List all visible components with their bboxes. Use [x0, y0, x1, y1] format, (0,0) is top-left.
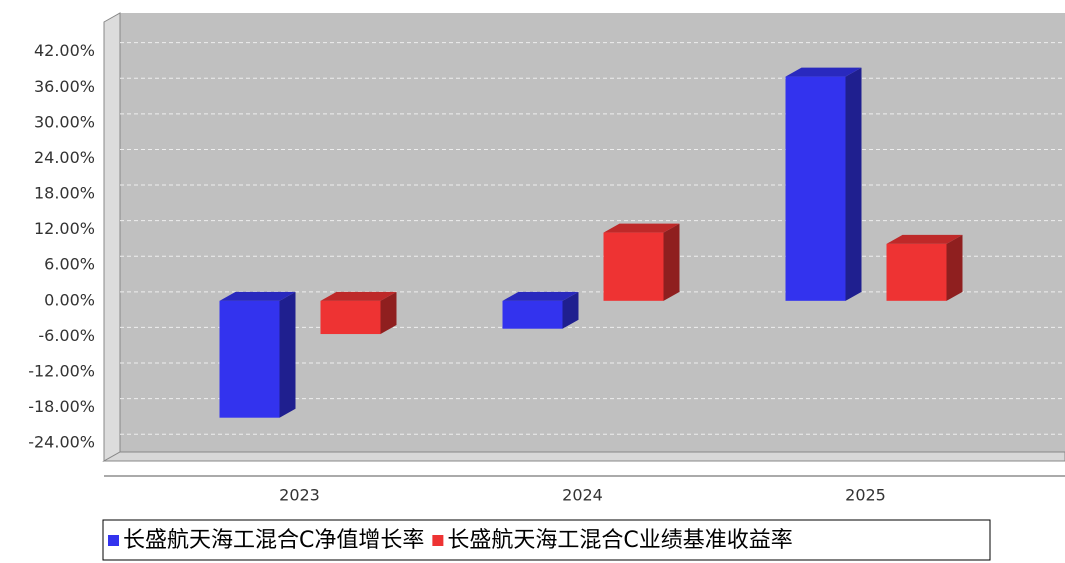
bar — [603, 223, 680, 301]
bar — [219, 291, 296, 418]
bar — [785, 67, 862, 301]
legend-swatch — [432, 535, 444, 546]
legend-box — [102, 519, 991, 561]
bar — [320, 291, 397, 335]
bar-side — [380, 291, 397, 335]
bar-top — [502, 291, 579, 301]
bar — [886, 234, 963, 301]
legend-swatch — [108, 535, 119, 546]
y-tick-label: 0.00% — [44, 290, 95, 309]
y-tick-label: 42.00% — [34, 41, 95, 60]
y-tick-label: -18.00% — [28, 397, 95, 416]
left-wall — [103, 12, 121, 462]
bar-side — [279, 291, 296, 418]
y-tick-label: 6.00% — [44, 255, 95, 274]
bar-top — [603, 223, 680, 233]
y-tick-label: 24.00% — [34, 148, 95, 167]
y-tick-label: -12.00% — [28, 362, 95, 381]
bar-top — [886, 234, 963, 244]
bar-top — [320, 291, 397, 301]
y-tick-label: -24.00% — [28, 433, 95, 452]
bar-side — [845, 67, 862, 301]
bar-front — [502, 300, 563, 329]
y-tick-label: 18.00% — [34, 184, 95, 203]
y-tick-label: -6.00% — [38, 326, 95, 345]
bar-side — [663, 223, 680, 301]
y-tick-label: 30.00% — [34, 112, 95, 131]
y-tick-label: 12.00% — [34, 219, 95, 238]
bar-top — [785, 67, 862, 77]
bar-front — [886, 243, 947, 301]
floor — [102, 451, 1065, 462]
bar-front — [603, 232, 664, 301]
bar-top — [219, 291, 296, 301]
bar-side — [946, 234, 963, 301]
bar — [502, 291, 579, 329]
bar-front — [219, 300, 280, 418]
x-tick-label: 2025 — [845, 486, 886, 505]
x-tick-label: 2024 — [562, 486, 603, 505]
legend-label: 长盛航天海工混合C业绩基准收益率 — [447, 528, 792, 553]
y-tick-label: 36.00% — [34, 77, 95, 96]
legend-label: 长盛航天海工混合C净值增长率 — [123, 528, 424, 553]
x-tick-label: 2023 — [279, 486, 320, 505]
bar-side — [562, 291, 579, 329]
bar-front — [320, 300, 381, 335]
bar-front — [785, 76, 846, 301]
